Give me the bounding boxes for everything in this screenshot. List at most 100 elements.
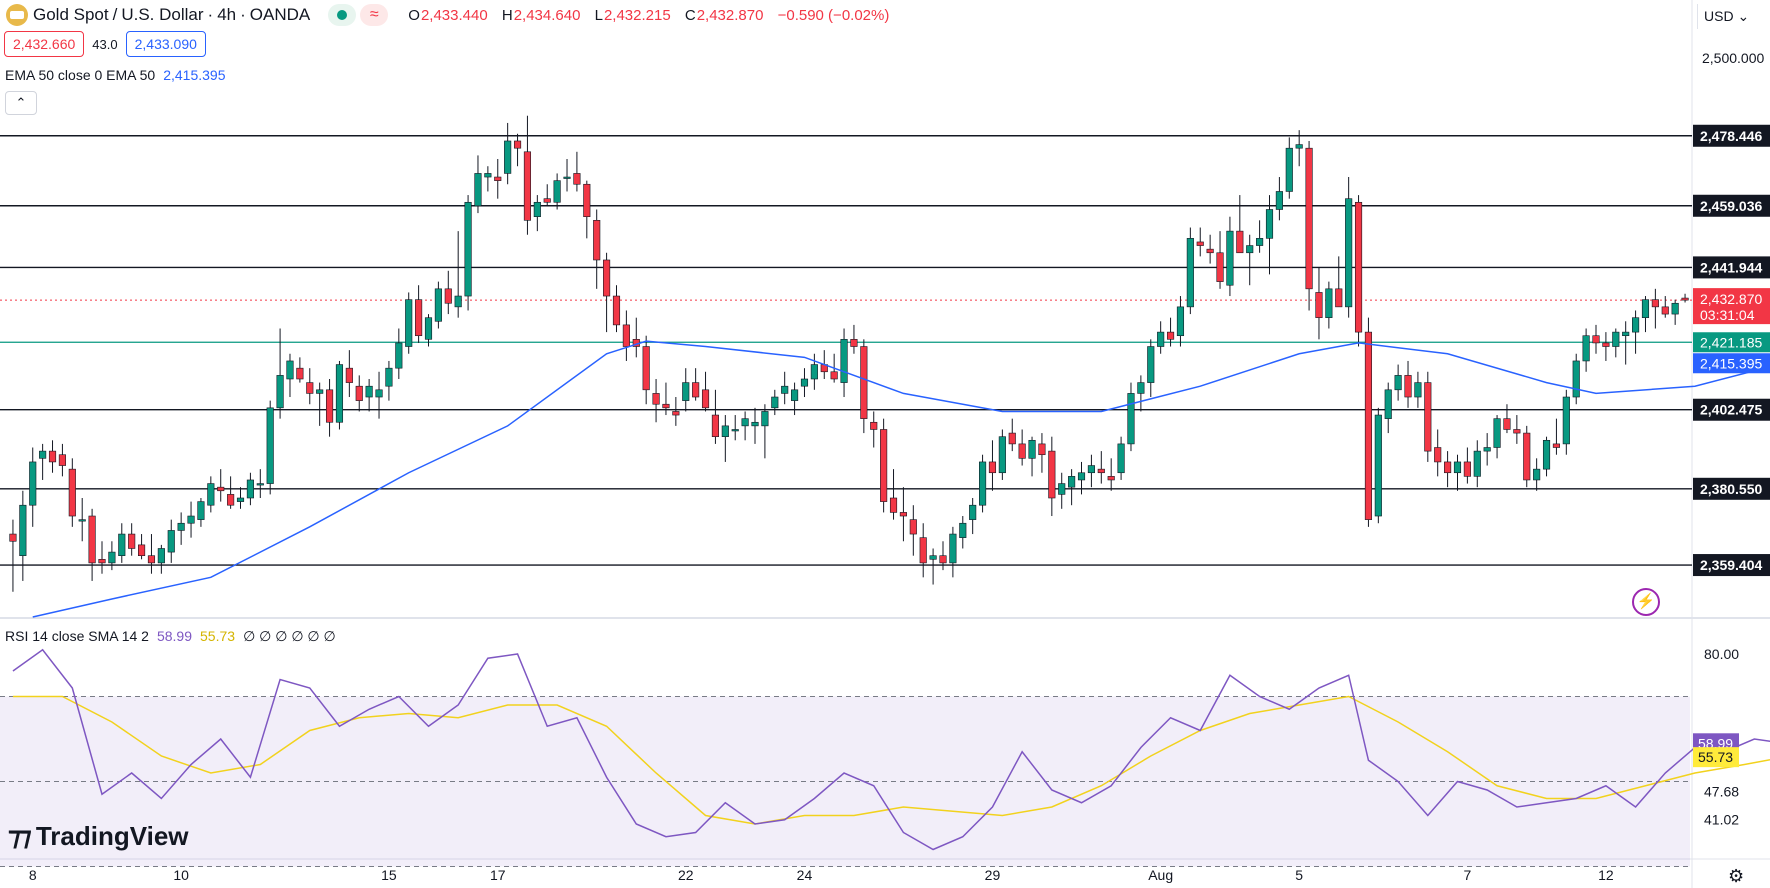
level-label-bg	[1693, 124, 1770, 147]
candle-body	[1671, 302, 1679, 315]
low-key: L	[594, 6, 603, 24]
candle-body	[325, 389, 334, 423]
buy-button[interactable]: 2,433.090	[125, 31, 206, 57]
candle-body	[959, 522, 967, 538]
gear-icon[interactable]: ⚙	[1728, 866, 1745, 886]
candle-body	[1503, 418, 1511, 430]
candle-body	[1533, 468, 1541, 481]
candle-body	[1038, 443, 1046, 456]
candle-body	[246, 479, 254, 499]
candle-body	[1216, 252, 1224, 282]
candle-body	[1127, 393, 1135, 445]
level-label-bg	[1693, 554, 1770, 577]
candle-body	[1048, 450, 1056, 499]
candle-body	[949, 533, 957, 564]
candle-body	[1404, 375, 1412, 398]
ema-legend[interactable]: EMA 50 close 0 EMA 50 2,415.395	[5, 67, 226, 83]
candle-body	[692, 382, 700, 398]
level-label: 2,478.446	[1700, 128, 1762, 144]
candle-body	[405, 299, 413, 347]
candle-body	[1345, 198, 1353, 308]
collapse-legend-button[interactable]: ⌃	[5, 91, 37, 115]
close-key: C	[684, 6, 696, 24]
candle-body	[1592, 335, 1600, 344]
market-open-icon[interactable]	[328, 4, 357, 26]
time-axis-tick: 22	[678, 867, 694, 883]
candle-body	[335, 364, 344, 423]
candle-body	[771, 396, 779, 409]
separator: ·	[240, 5, 246, 24]
candle-body	[375, 389, 383, 398]
candle-body	[98, 558, 106, 564]
candle-body	[1354, 201, 1363, 333]
level-label-bg	[1693, 256, 1770, 279]
candle-body	[1107, 476, 1115, 481]
candle-body	[118, 533, 126, 556]
spread-value: 43.0	[92, 36, 118, 52]
symbol-quote[interactable]: U.S. Dollar	[121, 5, 204, 24]
candle-body	[365, 385, 373, 398]
sell-button[interactable]: 2,432.660	[4, 31, 85, 57]
candle-body	[652, 393, 660, 405]
candle-body	[434, 288, 442, 322]
rsi-empty-values: ∅ ∅ ∅ ∅ ∅ ∅	[243, 628, 336, 644]
candle-body	[504, 140, 512, 174]
level-label: 2,459.036	[1700, 198, 1762, 214]
rsi-sma-value-bg	[1693, 747, 1739, 768]
candle-body	[1028, 439, 1036, 459]
level-label: 2,380.550	[1700, 481, 1762, 497]
candle-body	[207, 483, 215, 506]
time-axis-tick: 29	[985, 867, 1001, 883]
candle-body	[1285, 147, 1293, 192]
candle-body	[1236, 230, 1244, 254]
candle-body	[29, 461, 37, 506]
candle-body	[167, 530, 175, 553]
candle-body	[464, 201, 472, 297]
candle-body	[415, 299, 423, 337]
candle-body	[1325, 288, 1333, 318]
candle-body	[1176, 306, 1185, 337]
candle-body	[444, 288, 452, 304]
candle-body	[1077, 472, 1086, 481]
separator: ·	[207, 5, 214, 24]
candle-body	[1552, 443, 1560, 448]
tradingview-mark-icon: ⁊⁊	[8, 821, 32, 851]
candle-body	[860, 346, 868, 419]
candle-body	[385, 367, 393, 387]
interval-label[interactable]: 4h	[217, 5, 237, 24]
candle-body	[533, 201, 541, 218]
symbol-name[interactable]: Gold Spot	[33, 5, 109, 24]
ema-label: EMA 50 close 0 EMA 50	[5, 67, 156, 83]
exchange-label[interactable]: OANDA	[249, 5, 311, 24]
price-axis-tick: 2,500.000	[1702, 50, 1764, 66]
candle-body	[197, 501, 205, 520]
candle-body	[256, 483, 264, 486]
candle-body	[1364, 331, 1373, 520]
candle-body	[19, 504, 27, 556]
candle-body	[1582, 335, 1590, 362]
candle-body	[1434, 447, 1442, 463]
candle-body	[1622, 331, 1630, 337]
candle-body	[1196, 241, 1204, 246]
currency-select[interactable]: USD ⌄	[1697, 4, 1770, 29]
currency-label: USD	[1704, 8, 1734, 24]
candle-body	[573, 173, 581, 185]
candle-body	[1087, 465, 1095, 474]
candle-body	[1186, 238, 1194, 308]
candle-body	[1295, 144, 1303, 149]
level-label-bg	[1693, 477, 1770, 500]
candle-body	[741, 418, 749, 427]
candle-body	[800, 378, 809, 387]
candle-body	[1414, 382, 1422, 398]
candle-body	[642, 346, 650, 391]
level-label: 2,441.944	[1700, 259, 1762, 275]
time-axis-tick: Aug	[1148, 867, 1173, 883]
candle-body	[1275, 191, 1283, 210]
lightning-icon[interactable]: ⚡	[1632, 588, 1660, 616]
wave-icon[interactable]: ≈	[360, 4, 389, 26]
candle-body	[612, 295, 621, 326]
rsi-legend[interactable]: RSI 14 close SMA 14 2 58.99 55.73 ∅ ∅ ∅ ∅ ∅…	[5, 628, 336, 645]
candle-body	[969, 504, 977, 520]
candle-body	[236, 497, 245, 502]
